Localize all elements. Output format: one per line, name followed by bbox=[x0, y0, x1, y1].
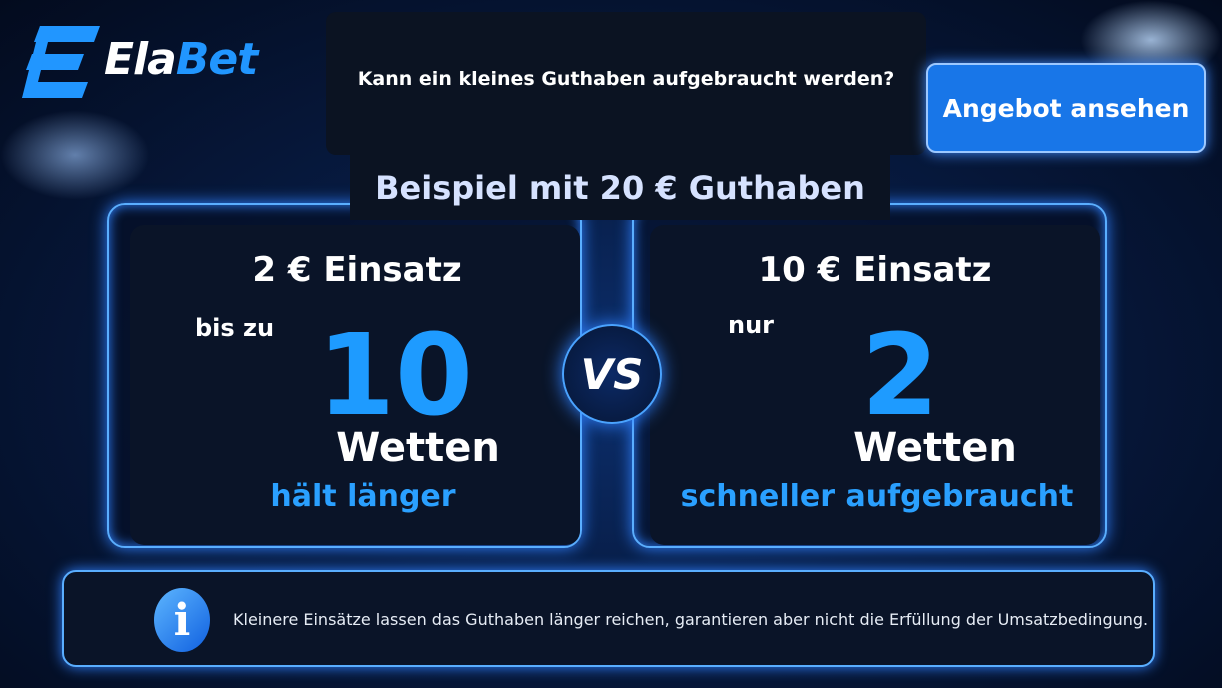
card-number: 2 bbox=[861, 311, 939, 441]
stadium-light bbox=[0, 110, 150, 200]
info-text: Kleinere Einsätze lassen das Guthaben lä… bbox=[233, 610, 1149, 629]
offer-button[interactable]: Angebot ansehen bbox=[926, 63, 1206, 153]
vs-badge: VS bbox=[562, 324, 662, 424]
card-title: 2 € Einsatz bbox=[252, 250, 462, 290]
card-title: 10 € Einsatz bbox=[758, 250, 992, 290]
subtitle: Beispiel mit 20 € Guthaben bbox=[350, 155, 890, 220]
card-panel bbox=[650, 225, 1100, 545]
info-box bbox=[62, 570, 1155, 667]
card-note: hält länger bbox=[270, 479, 456, 514]
logo-start: Ela bbox=[104, 34, 177, 85]
card-prefix: nur bbox=[728, 311, 775, 339]
card-number: 10 bbox=[317, 311, 473, 441]
info-icon: i bbox=[154, 588, 210, 652]
logo: ElaBet bbox=[104, 34, 258, 85]
card-note: schneller aufgebraucht bbox=[680, 479, 1074, 514]
card-unit: Wetten bbox=[853, 425, 1017, 471]
card-prefix: bis zu bbox=[195, 314, 275, 342]
logo-icon bbox=[22, 26, 100, 98]
logo-end: Bet bbox=[175, 34, 258, 85]
card-panel bbox=[130, 225, 580, 545]
card-unit: Wetten bbox=[336, 425, 500, 471]
question: Kann ein kleines Guthaben aufgebraucht w… bbox=[326, 12, 926, 155]
